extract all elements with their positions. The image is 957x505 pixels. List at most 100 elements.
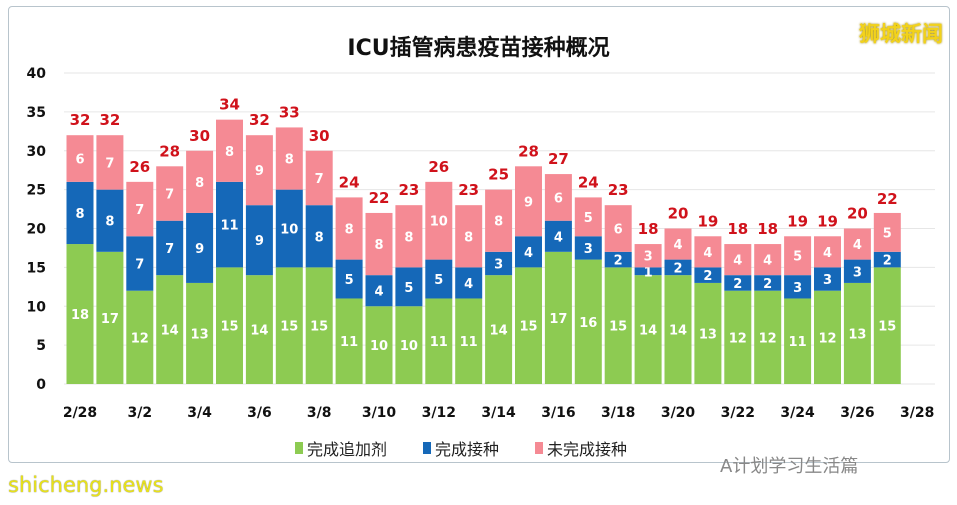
segment-label: 9 <box>524 195 533 210</box>
bar-segment <box>724 290 752 384</box>
bar-segment <box>395 205 423 268</box>
segment-label: 16 <box>579 316 597 331</box>
segment-label: 7 <box>135 257 144 272</box>
segment-label: 11 <box>340 335 358 350</box>
bar-segment <box>544 174 572 221</box>
total-label: 24 <box>578 173 599 191</box>
segment-label: 15 <box>519 320 537 335</box>
segment-label: 2 <box>733 277 742 292</box>
bar-segment <box>96 189 124 252</box>
total-label: 32 <box>70 111 91 129</box>
segment-label: 4 <box>524 246 533 261</box>
bar-segment <box>275 267 303 384</box>
bar-segment <box>245 275 273 384</box>
segment-label: 3 <box>823 273 832 288</box>
segment-label: 8 <box>105 215 114 230</box>
bar-segment <box>96 251 124 384</box>
bar-segment <box>335 298 363 384</box>
bar-segment <box>724 275 752 291</box>
legend-item-incomplete: 未完成接种 <box>535 436 627 460</box>
bar-segment <box>305 150 333 206</box>
segment-label: 17 <box>101 312 119 327</box>
segment-label: 11 <box>220 219 238 234</box>
total-label: 25 <box>488 166 509 184</box>
bar-segment <box>455 205 483 268</box>
x-tick-label: 2/28 <box>63 405 97 421</box>
bar-segment <box>126 290 154 384</box>
bar-segment <box>186 150 214 213</box>
segment-label: 8 <box>494 215 503 230</box>
bar-segment <box>425 298 453 384</box>
segment-label: 7 <box>165 188 174 203</box>
segment-label: 8 <box>75 207 84 222</box>
bar-segment <box>216 119 243 182</box>
bar-segment <box>664 228 692 260</box>
bar-segment <box>544 220 572 252</box>
bar-segment <box>305 267 333 384</box>
segment-label: 11 <box>430 335 448 350</box>
segment-label: 8 <box>464 230 473 245</box>
bar-segment <box>275 127 303 190</box>
bar-segment <box>216 267 243 384</box>
y-tick-label: 20 <box>27 222 47 238</box>
bar-segment <box>843 228 871 260</box>
segment-label: 14 <box>250 324 268 339</box>
bar-segment <box>574 259 602 384</box>
site-watermark: shicheng.news <box>8 473 164 497</box>
segment-label: 13 <box>191 327 209 342</box>
bar-segment <box>395 306 423 384</box>
segment-label: 3 <box>853 265 862 280</box>
segment-label: 10 <box>430 215 448 230</box>
x-tick-label: 3/26 <box>840 405 874 421</box>
bar-segment <box>843 282 871 384</box>
segment-label: 3 <box>584 242 593 257</box>
bar-segment <box>485 189 513 252</box>
bar-segment <box>574 236 602 260</box>
segment-label: 4 <box>853 238 862 253</box>
bar-segment <box>515 267 542 384</box>
bar-segment <box>335 259 363 299</box>
segment-label: 9 <box>255 234 264 249</box>
segment-label: 17 <box>549 312 567 327</box>
bar-segment <box>515 236 542 268</box>
segment-label: 15 <box>310 320 328 335</box>
segment-label: 12 <box>818 331 836 346</box>
segment-label: 8 <box>404 230 413 245</box>
segment-label: 9 <box>195 242 204 257</box>
segment-label: 4 <box>554 230 563 245</box>
bar-segment <box>365 275 393 307</box>
total-label: 19 <box>817 212 838 230</box>
bar-segment <box>873 251 901 268</box>
segment-label: 9 <box>255 164 264 179</box>
legend-label: 未完成接种 <box>547 440 628 459</box>
x-tick-label: 3/18 <box>601 405 635 421</box>
segment-label: 15 <box>878 320 896 335</box>
legend-label: 完成接种 <box>435 440 500 459</box>
x-tick-label: 3/6 <box>247 405 272 421</box>
segment-label: 3 <box>644 250 653 265</box>
legend: 完成追加剂 完成接种 未完成接种 <box>295 436 627 460</box>
bar-segment <box>485 251 513 276</box>
x-tick-label: 3/16 <box>541 405 575 421</box>
segment-label: 4 <box>823 246 832 261</box>
total-label: 26 <box>428 158 449 176</box>
x-tick-label: 3/24 <box>780 405 815 421</box>
bar-segment <box>634 267 662 276</box>
bar-segment <box>814 236 841 268</box>
segment-label: 2 <box>703 269 712 284</box>
bar-segment <box>664 275 692 384</box>
segment-label: 18 <box>71 308 89 323</box>
legend-item-booster: 完成追加剂 <box>295 436 387 460</box>
total-label: 34 <box>219 96 240 114</box>
bar-segment <box>216 181 243 268</box>
total-label: 30 <box>189 127 210 145</box>
y-tick-label: 30 <box>27 144 47 160</box>
bar-segment <box>335 197 363 260</box>
bar-segment <box>664 259 692 276</box>
segment-label: 7 <box>315 172 324 187</box>
segment-label: 4 <box>763 254 772 269</box>
chart-title: ICU插管病患疫苗接种概况 <box>347 36 610 61</box>
total-label: 26 <box>129 158 150 176</box>
segment-label: 8 <box>374 238 383 253</box>
